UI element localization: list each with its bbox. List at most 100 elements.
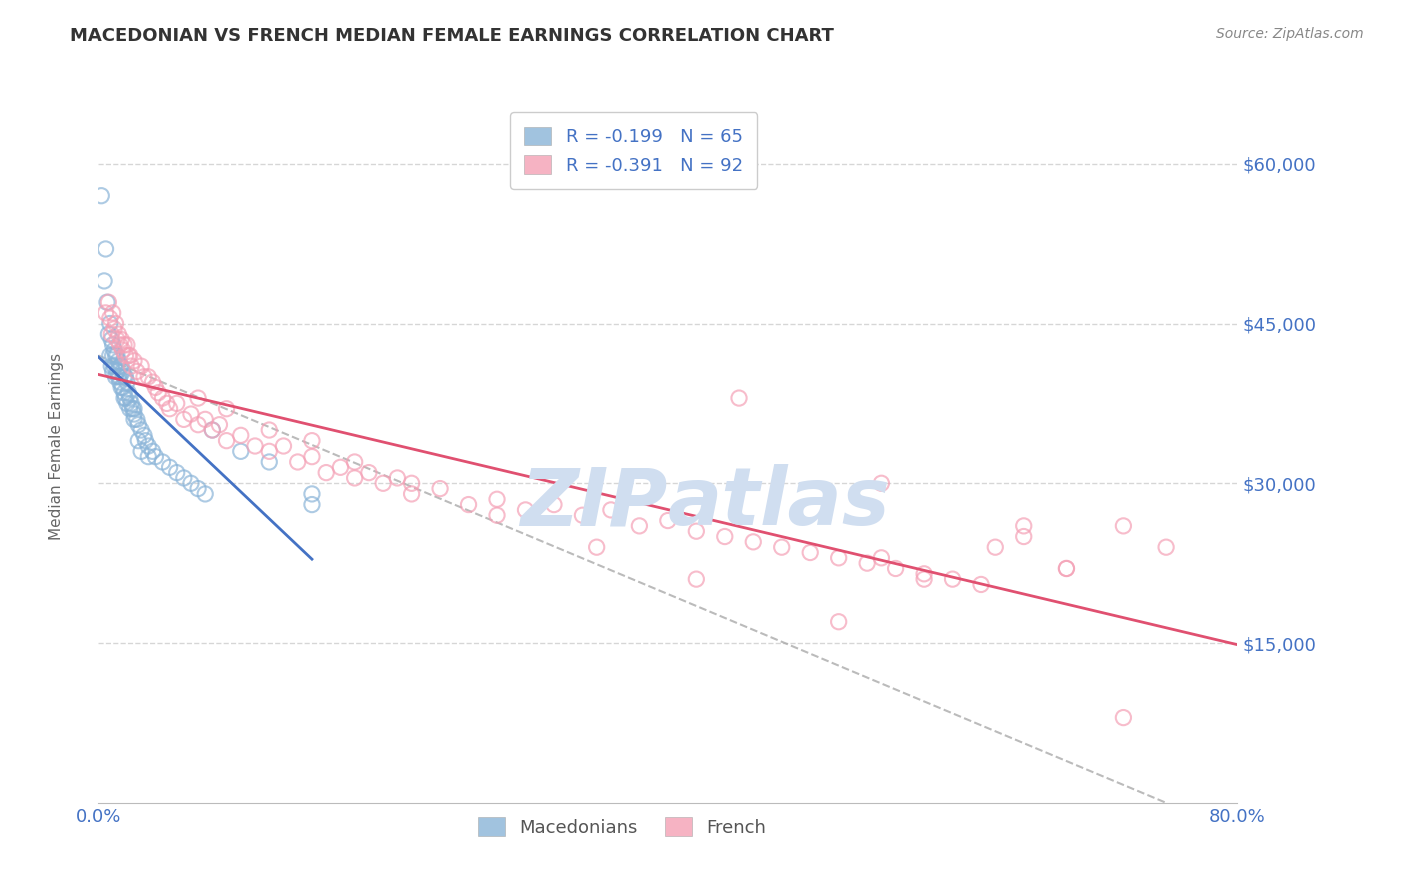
Point xyxy=(107,369,129,384)
Point xyxy=(543,498,565,512)
Point xyxy=(122,412,145,426)
Point xyxy=(301,487,323,501)
Point xyxy=(215,401,238,416)
Point xyxy=(728,391,751,405)
Point xyxy=(107,353,129,368)
Point xyxy=(912,566,935,581)
Text: MACEDONIAN VS FRENCH MEDIAN FEMALE EARNINGS CORRELATION CHART: MACEDONIAN VS FRENCH MEDIAN FEMALE EARNI… xyxy=(70,27,834,45)
Point xyxy=(105,349,128,363)
Point xyxy=(114,391,136,405)
Point xyxy=(229,444,252,458)
Point xyxy=(110,359,132,373)
Point xyxy=(243,439,266,453)
Point xyxy=(107,327,129,342)
Point xyxy=(100,333,122,347)
Point xyxy=(132,428,155,442)
Point xyxy=(159,401,181,416)
Text: ZIP: ZIP xyxy=(520,464,668,542)
Point xyxy=(101,349,124,363)
Point xyxy=(1112,519,1135,533)
Point xyxy=(114,349,136,363)
Point xyxy=(120,396,142,410)
Point xyxy=(187,391,209,405)
Point xyxy=(1056,561,1078,575)
Point xyxy=(1012,529,1035,543)
Point xyxy=(121,401,143,416)
Point xyxy=(125,412,148,426)
Text: Median Female Earnings: Median Female Earnings xyxy=(49,352,63,540)
Point xyxy=(127,417,149,432)
Point xyxy=(429,482,451,496)
Point xyxy=(101,306,124,320)
Point xyxy=(970,577,993,591)
Point xyxy=(112,391,135,405)
Point xyxy=(828,615,851,629)
Point xyxy=(98,317,121,331)
Point xyxy=(94,242,117,256)
Point xyxy=(173,412,195,426)
Point xyxy=(96,295,118,310)
Point xyxy=(127,434,149,448)
Point xyxy=(984,540,1007,554)
Point xyxy=(129,423,152,437)
Point xyxy=(141,444,163,458)
Point xyxy=(97,327,120,342)
Point xyxy=(101,364,124,378)
Point xyxy=(93,274,115,288)
Point xyxy=(657,514,679,528)
Point xyxy=(115,338,138,352)
Point xyxy=(122,401,145,416)
Point xyxy=(301,498,323,512)
Point xyxy=(287,455,309,469)
Point xyxy=(457,498,479,512)
Point xyxy=(401,476,423,491)
Point xyxy=(129,444,152,458)
Point xyxy=(180,476,202,491)
Point xyxy=(105,333,128,347)
Point xyxy=(111,380,134,394)
Point xyxy=(103,343,125,358)
Point xyxy=(1112,710,1135,724)
Point xyxy=(94,306,117,320)
Point xyxy=(585,540,607,554)
Point xyxy=(343,471,366,485)
Point xyxy=(201,423,224,437)
Point xyxy=(112,338,135,352)
Point xyxy=(112,369,135,384)
Point xyxy=(714,529,737,543)
Point xyxy=(628,519,651,533)
Point xyxy=(136,369,159,384)
Point xyxy=(884,561,907,575)
Point xyxy=(118,349,141,363)
Point xyxy=(301,434,323,448)
Point xyxy=(110,333,132,347)
Point xyxy=(685,524,707,539)
Point xyxy=(122,353,145,368)
Point xyxy=(194,412,217,426)
Point xyxy=(100,327,122,342)
Point xyxy=(103,322,125,336)
Point xyxy=(329,460,352,475)
Text: Source: ZipAtlas.com: Source: ZipAtlas.com xyxy=(1216,27,1364,41)
Point xyxy=(343,455,366,469)
Point xyxy=(571,508,593,523)
Point xyxy=(125,364,148,378)
Point xyxy=(259,423,281,437)
Point xyxy=(134,434,156,448)
Point xyxy=(101,338,124,352)
Point xyxy=(856,556,879,570)
Point xyxy=(111,343,134,358)
Point xyxy=(600,503,623,517)
Point xyxy=(912,572,935,586)
Point xyxy=(145,450,167,464)
Point xyxy=(187,482,209,496)
Point xyxy=(1056,561,1078,575)
Point xyxy=(115,375,138,389)
Point xyxy=(122,407,145,421)
Point xyxy=(1154,540,1177,554)
Point xyxy=(159,460,181,475)
Point xyxy=(112,385,135,400)
Point xyxy=(108,338,131,352)
Point xyxy=(148,385,170,400)
Point xyxy=(515,503,537,517)
